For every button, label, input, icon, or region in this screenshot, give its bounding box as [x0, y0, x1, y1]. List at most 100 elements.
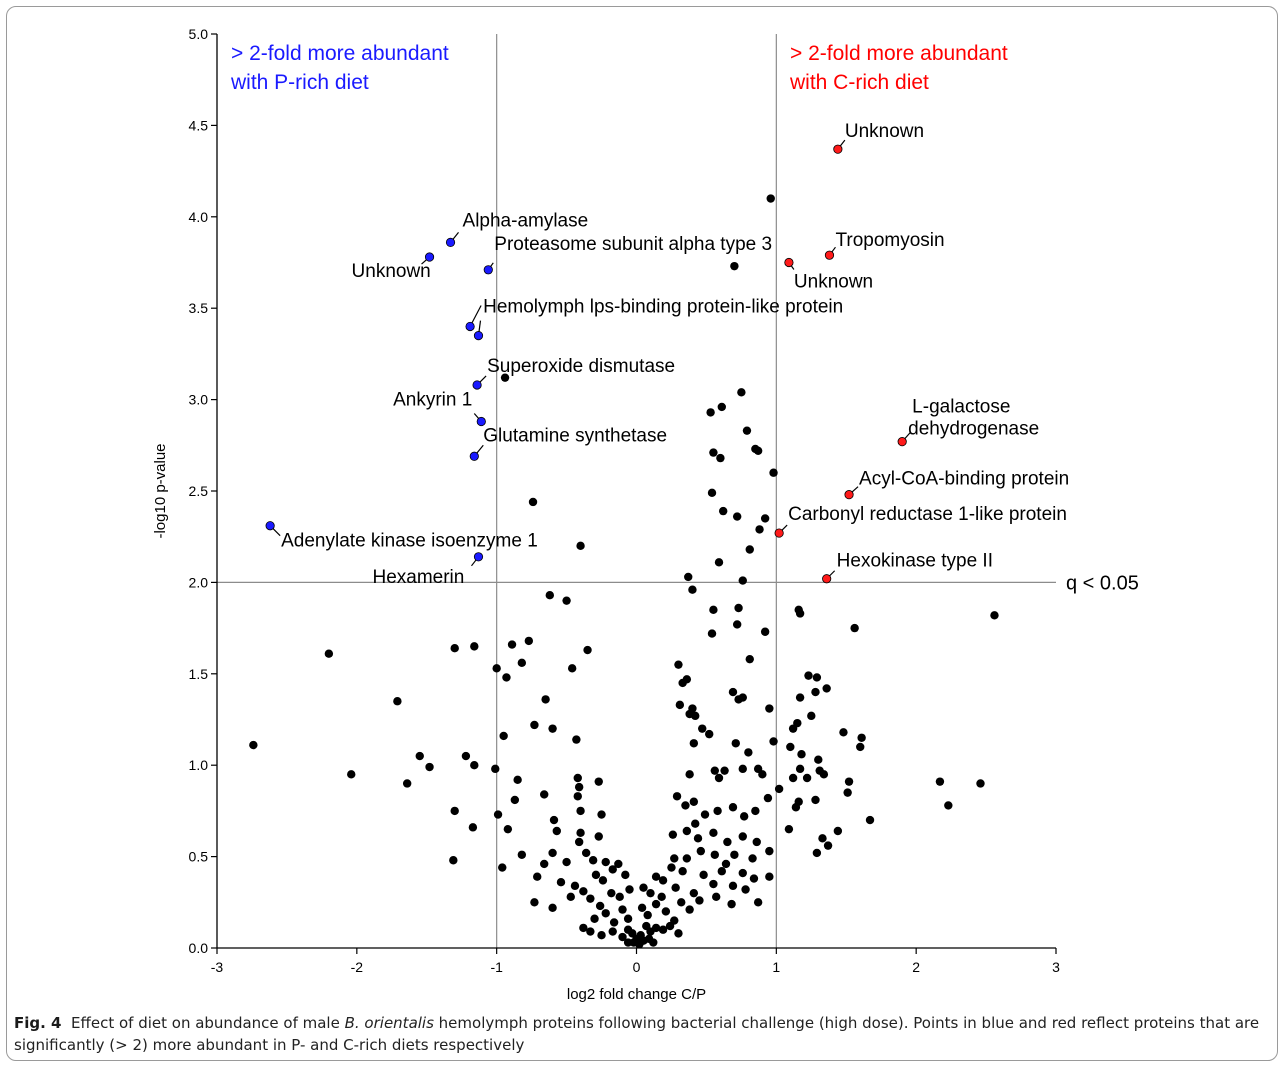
- data-point: [857, 733, 866, 742]
- highlighted-point: [265, 521, 275, 531]
- data-point: [755, 525, 764, 534]
- data-point: [707, 629, 717, 638]
- y-tick-label: 4.5: [189, 117, 209, 133]
- point-label: Carbonyl reductase 1-like protein: [788, 504, 1067, 525]
- highlighted-point: [476, 416, 486, 427]
- point-label: Superoxide dismutase: [487, 356, 675, 377]
- data-point: [249, 740, 258, 750]
- data-point: [576, 541, 585, 551]
- data-point: [618, 905, 627, 914]
- data-point: [728, 881, 738, 891]
- data-point: [675, 700, 685, 710]
- data-point: [695, 896, 704, 905]
- data-point: [709, 879, 718, 889]
- data-point: [818, 834, 827, 843]
- data-point: [833, 826, 843, 836]
- data-point: [693, 834, 703, 843]
- data-point: [601, 909, 610, 918]
- point-label: Tropomyosin: [835, 230, 944, 251]
- data-point: [698, 724, 707, 733]
- y-tick-label: 2.5: [189, 483, 209, 499]
- data-point: [822, 684, 831, 693]
- data-point: [425, 762, 434, 772]
- data-point: [524, 636, 534, 646]
- highlighted-point: [774, 528, 784, 538]
- highlighted-point: [473, 331, 484, 341]
- data-point: [609, 918, 619, 927]
- data-point: [788, 773, 798, 783]
- data-point: [623, 914, 633, 923]
- data-point: [765, 872, 774, 881]
- data-point: [765, 704, 774, 713]
- data-point: [470, 642, 479, 651]
- data-point: [586, 927, 595, 936]
- x-tick-label: 3: [1052, 959, 1060, 975]
- highlighted-point: [483, 265, 493, 275]
- data-point: [493, 810, 503, 819]
- highlighted-point: [824, 250, 835, 260]
- data-point: [685, 905, 694, 914]
- data-point: [548, 903, 557, 912]
- highlighted-point: [897, 437, 907, 447]
- data-point: [548, 724, 557, 733]
- data-point: [579, 923, 588, 933]
- data-point: [657, 892, 666, 902]
- y-tick-label: 4.0: [189, 209, 209, 225]
- caption-species: B. orientalis: [344, 1014, 434, 1032]
- data-point: [737, 388, 746, 397]
- data-point: [700, 810, 710, 819]
- axes: 0.0 0.5 1.0 1.5 2.0 2.5 3.0 3.5 4.0 4.5 5.0 -3 -2 -1 0…: [152, 26, 1060, 1003]
- data-point: [590, 914, 599, 923]
- data-point: [732, 512, 742, 521]
- data-point: [689, 739, 699, 748]
- data-point: [788, 724, 798, 733]
- data-point: [850, 623, 859, 633]
- y-tick-label: 0.0: [189, 940, 209, 956]
- data-point: [812, 673, 822, 682]
- data-point: [324, 649, 334, 658]
- data-point: [786, 742, 795, 752]
- data-point: [598, 876, 608, 885]
- data-point: [745, 545, 754, 554]
- point-label: L-galactose dehydrogenase: [908, 397, 1039, 440]
- y-tick-label: 0.5: [189, 849, 209, 865]
- point-label: Adenylate kinase isoenzyme 1: [281, 531, 538, 552]
- data-point: [688, 585, 697, 594]
- data-point: [517, 850, 527, 859]
- data-point: [499, 731, 508, 741]
- y-tick-label: 2.0: [189, 574, 209, 590]
- data-point: [795, 609, 805, 618]
- point-label: Glutamine synthetase: [483, 425, 667, 446]
- data-point: [530, 898, 539, 907]
- data-point: [714, 558, 724, 567]
- data-point: [745, 654, 754, 664]
- data-point: [573, 773, 582, 783]
- data-point: [502, 673, 511, 682]
- data-point: [865, 815, 875, 825]
- data-point: [721, 859, 731, 869]
- data-point: [681, 801, 690, 810]
- data-point: [667, 863, 676, 872]
- data-point: [753, 898, 763, 907]
- data-point: [621, 870, 630, 880]
- data-point: [811, 687, 820, 697]
- data-point: [671, 883, 680, 892]
- data-point: [935, 777, 945, 786]
- data-point: [625, 885, 634, 894]
- point-label: Hexamerin: [372, 567, 464, 588]
- y-tick-label: 1.0: [189, 757, 209, 773]
- data-point: [795, 764, 805, 774]
- data-point: [643, 910, 652, 920]
- data-point: [608, 865, 617, 874]
- data-point: [415, 751, 424, 761]
- data-point: [492, 664, 501, 673]
- data-point: [672, 792, 682, 801]
- data-point: [576, 828, 585, 838]
- data-point: [684, 572, 693, 582]
- highlighted-point: [424, 252, 435, 262]
- data-point: [597, 810, 606, 819]
- data-point: [748, 854, 757, 863]
- y-tick-label: 3.5: [189, 300, 209, 316]
- highlighted-point: [833, 144, 843, 154]
- data-point: [718, 506, 728, 516]
